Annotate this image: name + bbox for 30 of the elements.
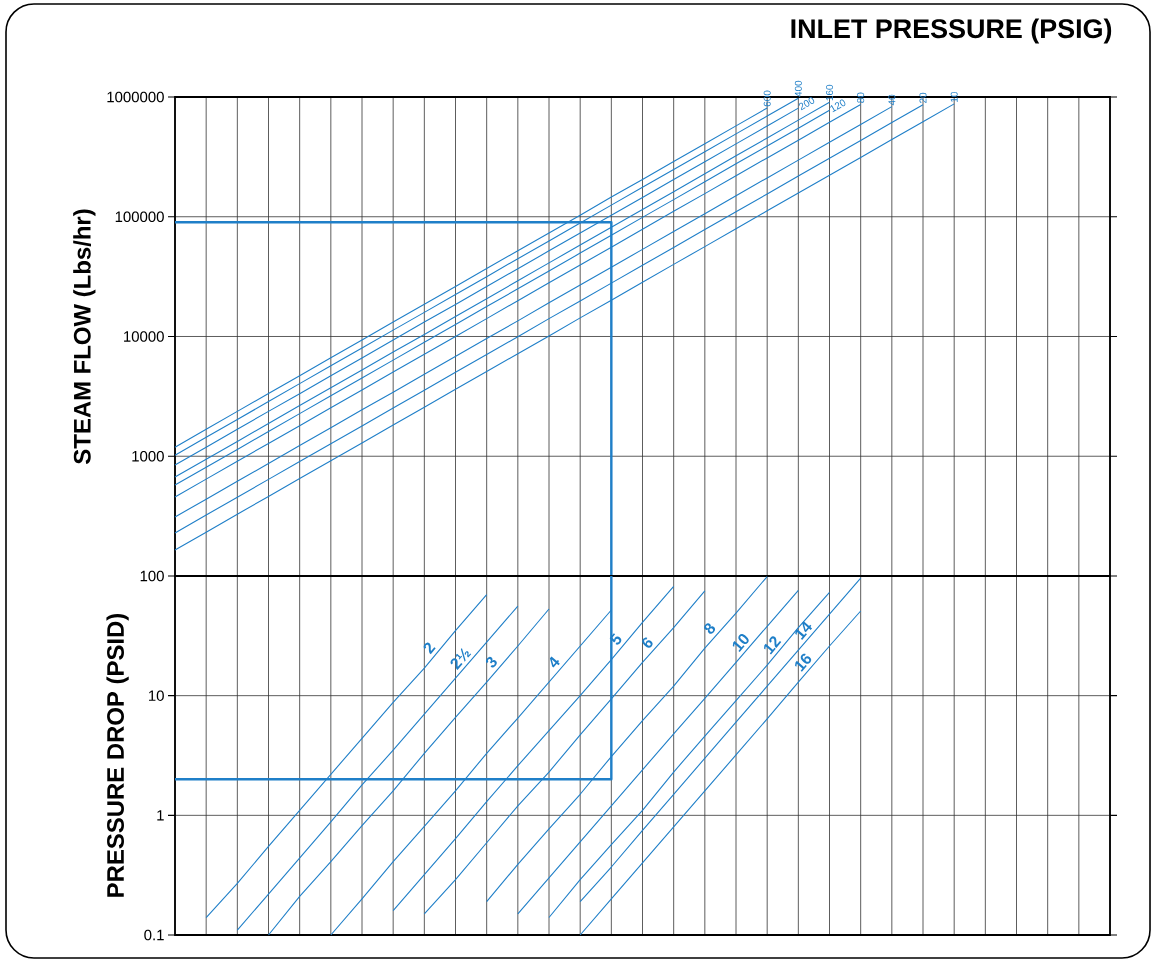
- text: 400: [794, 80, 802, 97]
- text: 160: [825, 84, 834, 101]
- text: 16: [795, 653, 812, 672]
- text: 14: [795, 621, 813, 640]
- y-axis-title: PRESSURE DROP (PSID): [106, 613, 129, 897]
- y-tick-label: 1: [157, 810, 164, 821]
- text: 200: [798, 97, 815, 111]
- text: 3: [485, 656, 497, 668]
- text: 10: [732, 634, 749, 652]
- y-axis-title: STEAM FLOW (Lbs/hr): [73, 209, 96, 464]
- text: 2: [423, 642, 436, 655]
- text: 4: [549, 656, 560, 668]
- text: 6: [642, 637, 653, 648]
- text: 20: [919, 92, 927, 103]
- text: 12: [764, 636, 782, 655]
- text: 8: [704, 623, 716, 634]
- y-tick-label: 1000: [132, 450, 164, 462]
- text: 40: [888, 94, 896, 106]
- y-tick-label: 1000000: [107, 91, 164, 103]
- y-tick-label: 0.1: [144, 929, 164, 941]
- y-tick-label: 100: [140, 570, 164, 582]
- y-tick-label: 10000: [124, 331, 164, 342]
- text: 2½: [450, 648, 472, 670]
- chart-title: INLET PRESSURE (PSIG): [791, 18, 1112, 44]
- y-tick-label: 10: [149, 690, 164, 701]
- text: 10: [950, 91, 958, 102]
- text: 600: [763, 90, 771, 107]
- y-tick-label: 100000: [115, 211, 164, 223]
- text: 80: [857, 92, 865, 103]
- text: 120: [830, 99, 846, 113]
